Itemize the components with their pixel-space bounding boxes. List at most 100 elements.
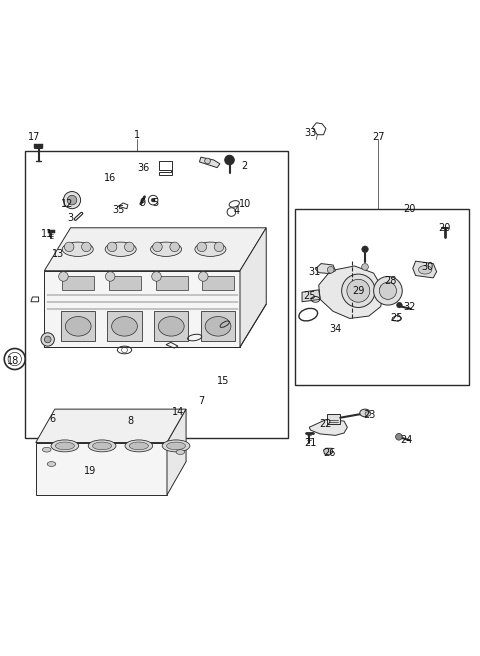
Polygon shape: [48, 230, 55, 233]
Text: 6: 6: [50, 414, 56, 424]
Ellipse shape: [129, 442, 148, 450]
Polygon shape: [413, 261, 437, 278]
Ellipse shape: [125, 440, 153, 452]
Circle shape: [59, 272, 68, 281]
Polygon shape: [319, 266, 383, 318]
Polygon shape: [36, 409, 186, 443]
Text: 25: 25: [303, 291, 315, 300]
Polygon shape: [315, 264, 336, 274]
Text: 2: 2: [241, 161, 248, 171]
Bar: [109, 276, 141, 290]
Circle shape: [362, 264, 368, 270]
Bar: [202, 276, 234, 290]
Ellipse shape: [42, 447, 51, 452]
Circle shape: [396, 434, 402, 440]
Circle shape: [327, 266, 334, 273]
Polygon shape: [108, 312, 142, 341]
Circle shape: [380, 285, 386, 292]
Circle shape: [379, 282, 396, 299]
Circle shape: [63, 192, 81, 209]
Circle shape: [342, 274, 375, 308]
Circle shape: [225, 155, 234, 165]
Text: 21: 21: [304, 438, 317, 449]
Ellipse shape: [65, 317, 91, 336]
Text: 3: 3: [68, 213, 73, 223]
Text: 29: 29: [352, 286, 364, 296]
Polygon shape: [154, 312, 189, 341]
Ellipse shape: [365, 412, 371, 416]
Polygon shape: [201, 312, 235, 341]
Circle shape: [152, 272, 161, 281]
Polygon shape: [167, 409, 186, 495]
Ellipse shape: [176, 450, 185, 455]
Circle shape: [204, 158, 210, 164]
Text: 13: 13: [51, 249, 64, 259]
Circle shape: [64, 242, 74, 252]
Text: 26: 26: [324, 448, 336, 458]
Ellipse shape: [195, 242, 226, 256]
Text: 7: 7: [198, 396, 204, 405]
Ellipse shape: [162, 440, 190, 452]
Circle shape: [151, 198, 155, 202]
Bar: [62, 276, 95, 290]
Circle shape: [197, 242, 206, 252]
Text: 30: 30: [421, 262, 433, 272]
Text: 5: 5: [152, 198, 158, 208]
Ellipse shape: [112, 317, 137, 336]
Circle shape: [153, 242, 162, 252]
Text: 8: 8: [127, 416, 133, 426]
Circle shape: [41, 333, 54, 346]
Circle shape: [362, 246, 368, 253]
Ellipse shape: [55, 442, 74, 450]
Polygon shape: [34, 144, 43, 148]
Text: 24: 24: [400, 435, 412, 445]
Circle shape: [124, 242, 134, 252]
Text: 12: 12: [61, 199, 73, 209]
Polygon shape: [44, 228, 266, 271]
Text: 36: 36: [137, 163, 150, 173]
Ellipse shape: [88, 440, 116, 452]
Text: 35: 35: [112, 205, 124, 215]
Polygon shape: [61, 312, 96, 341]
Bar: [327, 414, 340, 424]
Text: 31: 31: [308, 267, 320, 277]
Text: 22: 22: [320, 419, 332, 430]
Text: 1: 1: [134, 130, 141, 140]
Text: 25: 25: [390, 314, 403, 323]
Bar: [156, 276, 188, 290]
Text: 34: 34: [329, 324, 342, 334]
Bar: [25, 152, 288, 438]
Circle shape: [44, 336, 51, 343]
Circle shape: [347, 279, 370, 302]
Circle shape: [214, 242, 224, 252]
Polygon shape: [302, 290, 320, 302]
Text: 15: 15: [217, 377, 229, 386]
Text: 10: 10: [239, 199, 251, 209]
Circle shape: [108, 242, 117, 252]
Circle shape: [170, 242, 180, 252]
Ellipse shape: [158, 317, 184, 336]
Polygon shape: [324, 448, 333, 455]
Circle shape: [106, 272, 115, 281]
Text: 11: 11: [41, 228, 53, 239]
Circle shape: [199, 272, 208, 281]
Circle shape: [82, 242, 91, 252]
Circle shape: [373, 276, 402, 305]
Ellipse shape: [62, 242, 93, 256]
Text: 20: 20: [438, 223, 450, 233]
Ellipse shape: [167, 442, 186, 450]
Ellipse shape: [93, 442, 112, 450]
Text: 27: 27: [372, 132, 384, 142]
Text: 19: 19: [84, 466, 96, 476]
Polygon shape: [36, 443, 167, 495]
Text: 28: 28: [384, 276, 396, 286]
Text: 33: 33: [304, 129, 317, 138]
Text: 9: 9: [139, 198, 145, 208]
Bar: [295, 209, 469, 385]
Polygon shape: [240, 228, 266, 347]
Text: 20: 20: [403, 204, 416, 214]
Text: 14: 14: [172, 407, 184, 417]
Ellipse shape: [105, 242, 136, 256]
Ellipse shape: [47, 462, 56, 466]
Circle shape: [396, 302, 402, 308]
